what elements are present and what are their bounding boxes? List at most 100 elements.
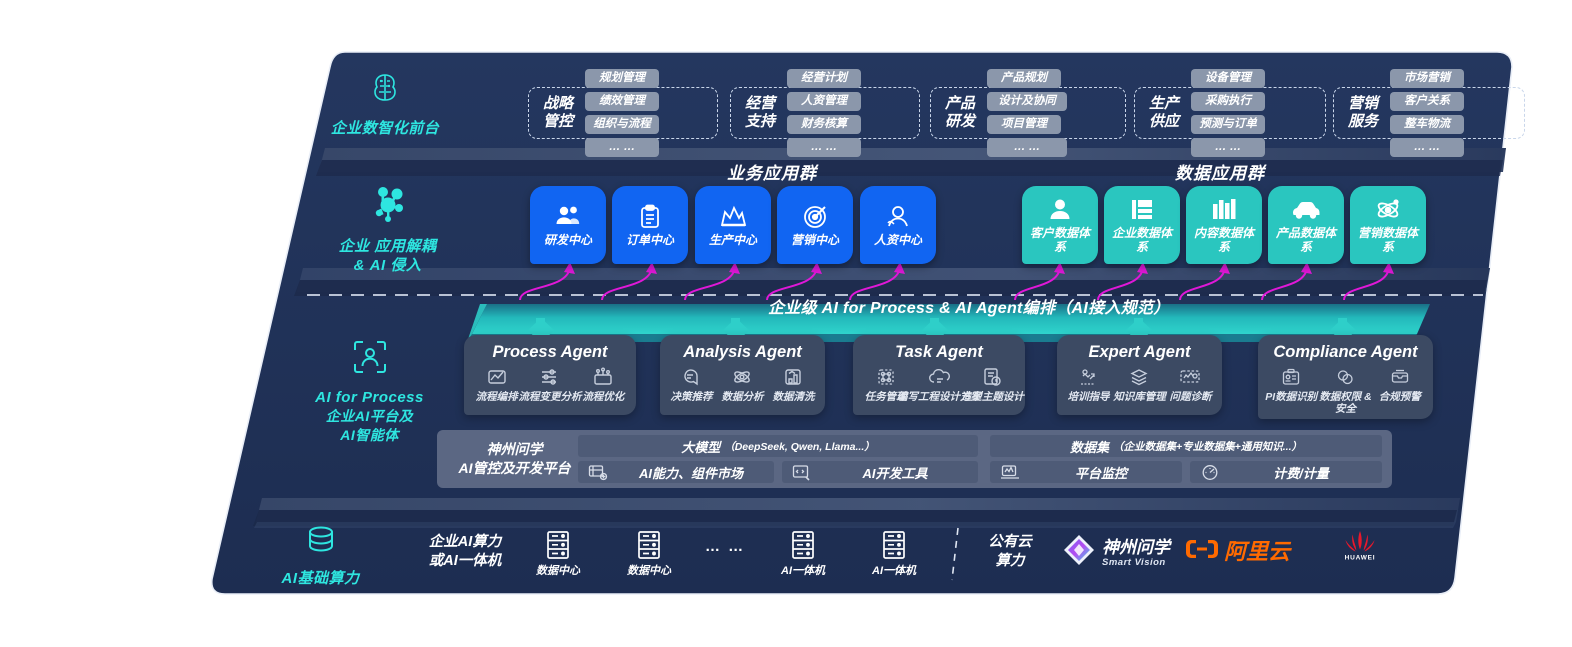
group-chip[interactable]: 设备管理: [1191, 69, 1265, 88]
rail-front-office: 企业数智化前台: [300, 68, 470, 138]
app-card-rnd-center[interactable]: 研发中心: [530, 186, 606, 264]
app-card-label: 营销中心: [790, 233, 839, 247]
factory-icon: [720, 203, 747, 229]
group-chip[interactable]: 项目管理: [987, 115, 1061, 134]
app-card-order-center[interactable]: 订单中心: [612, 186, 688, 264]
data-card-product[interactable]: 产品数据体系: [1268, 186, 1344, 264]
agent-card-expert[interactable]: Expert Agent 培训指导 知识库管理: [1057, 335, 1222, 415]
group-chip[interactable]: 经营计划: [787, 69, 861, 88]
agent-item[interactable]: 流程编排: [470, 366, 523, 403]
data-card-enterprise[interactable]: 企业数据体系: [1104, 186, 1180, 264]
infra-ellipsis: … …: [705, 538, 746, 555]
smartvision-logo: [1062, 533, 1096, 572]
agent-item[interactable]: 造型主题设计: [961, 366, 1024, 403]
infra-node[interactable]: 数据中心: [522, 528, 594, 578]
rail-ai-compute: AI基础算力: [248, 524, 393, 588]
rail-label-line1: 企业 应用解耦: [338, 238, 437, 255]
platform-ai-market-bar[interactable]: AI能力、组件市场: [578, 461, 774, 483]
rail-label-line2: 企业AI平台及: [325, 408, 414, 424]
platform-devtools-bar[interactable]: AI开发工具: [782, 461, 978, 483]
user-icon: [1048, 196, 1072, 222]
data-card-content[interactable]: 内容数据体系: [1186, 186, 1262, 264]
agent-item[interactable]: PI数据识别: [1264, 366, 1318, 403]
group-chip[interactable]: 组织与流程: [585, 115, 659, 134]
infra-node[interactable]: 数据中心: [613, 528, 685, 578]
vendor-aliyun[interactable]: 阿里云: [1185, 538, 1315, 565]
target-icon: [803, 203, 828, 229]
agent-title: Analysis Agent: [683, 343, 802, 361]
group-chip[interactable]: 设计及协同: [987, 92, 1067, 111]
platform-devtools-label: AI开发工具: [862, 465, 928, 481]
rail-label: 企业数智化前台: [330, 120, 440, 137]
infra-node[interactable]: AI一体机: [858, 528, 930, 578]
aliyun-logo: [1185, 538, 1219, 565]
platform-monitor-label: 平台监控: [1074, 465, 1127, 481]
domain-group-rnd[interactable]: 产品 研发 产品规划 设计及协同 项目管理 … …: [930, 69, 1126, 157]
group-chip[interactable]: 绩效管理: [585, 92, 659, 111]
group-chip[interactable]: 整车物流: [1390, 115, 1464, 134]
agent-item[interactable]: 决策推荐: [666, 366, 716, 403]
platform-dataset-bar[interactable]: 数据集 （企业数据集+专业数据集+通用知识...）: [990, 435, 1382, 457]
agent-item[interactable]: 合规预警: [1373, 366, 1427, 403]
platform-llm-bar[interactable]: 大模型 （DeepSeek, Qwen, Llama...）: [578, 435, 978, 457]
agent-item-label: 流程变更分析: [518, 391, 582, 403]
agent-card-analysis[interactable]: Analysis Agent 决策推荐 数据分析: [660, 335, 825, 415]
agent-item[interactable]: 任务管理: [859, 366, 912, 403]
group-chip[interactable]: … …: [585, 138, 659, 157]
group-chip[interactable]: … …: [1390, 138, 1464, 157]
agent-item[interactable]: 问题诊断: [1165, 366, 1215, 403]
app-card-label: 研发中心: [543, 233, 592, 247]
agent-item-label: 流程优化: [582, 391, 625, 403]
agent-item[interactable]: 数据分析: [717, 366, 767, 403]
domain-group-operations[interactable]: 经营 支持 经营计划 人资管理 财务核算 … …: [730, 69, 920, 157]
infra-node[interactable]: AI一体机: [767, 528, 839, 578]
group-chip[interactable]: 市场营销: [1390, 69, 1464, 88]
group-name: 营销 服务: [1347, 95, 1378, 130]
monitor-icon: [1000, 464, 1020, 481]
data-card-label: 客户数据体系: [1029, 226, 1090, 254]
agent-item[interactable]: 知识库管理: [1113, 366, 1166, 403]
agent-item[interactable]: 培训指导: [1063, 366, 1113, 403]
agent-item[interactable]: 数据清洗: [768, 366, 818, 403]
person-chart-icon: [885, 203, 911, 229]
app-card-marketing-center[interactable]: 营销中心: [777, 186, 853, 264]
data-card-marketing[interactable]: 营销数据体系: [1350, 186, 1426, 264]
group-chip[interactable]: 产品规划: [987, 69, 1061, 88]
group-chip[interactable]: 财务核算: [787, 115, 861, 134]
group-chip[interactable]: 客户关系: [1390, 92, 1464, 111]
group-chip[interactable]: 规划管理: [585, 69, 659, 88]
group-chip[interactable]: … …: [787, 138, 861, 157]
group-chip[interactable]: … …: [1191, 138, 1265, 157]
platform-billing-bar[interactable]: 计费/计量: [1190, 461, 1382, 483]
app-card-hr-center[interactable]: 人资中心: [860, 186, 936, 264]
rail-ai-for-process: AI for Process 企业AI平台及 AI智能体: [282, 337, 457, 445]
agent-item[interactable]: 数据权限 & 安全: [1319, 366, 1373, 415]
agent-item[interactable]: 编写工程设计方案: [897, 366, 981, 403]
platform-monitor-bar[interactable]: 平台监控: [990, 461, 1182, 483]
group-name: 经营 支持: [744, 95, 775, 130]
agent-title: Compliance Agent: [1273, 343, 1418, 361]
data-card-customer[interactable]: 客户数据体系: [1022, 186, 1098, 264]
group-chip[interactable]: 预测与订单: [1191, 115, 1265, 134]
server-icon: [767, 528, 839, 562]
atom-icon: [1376, 196, 1401, 222]
vendor-huawei[interactable]: HUAWEI: [1315, 528, 1405, 567]
agent-card-task[interactable]: Task Agent 任务管理 编写工程设计方案: [853, 335, 1025, 415]
agent-card-process[interactable]: Process Agent 流程编排 流程变更分析: [464, 335, 636, 415]
server-icon: [613, 528, 685, 562]
group-chip[interactable]: 人资管理: [787, 92, 861, 111]
agent-item-label: 问题诊断: [1169, 391, 1212, 403]
group-chip[interactable]: … …: [987, 138, 1067, 157]
users-icon: [555, 203, 581, 229]
agent-title: Expert Agent: [1088, 343, 1191, 361]
agent-item[interactable]: 流程优化: [577, 366, 630, 403]
group-chip[interactable]: 采购执行: [1191, 92, 1265, 111]
domain-group-marketing[interactable]: 营销 服务 市场营销 客户关系 整车物流 … …: [1333, 69, 1525, 157]
agent-card-compliance[interactable]: Compliance Agent PI数据识别 数据权限 & 安全: [1258, 335, 1433, 419]
agent-item-label: 数据清洗: [772, 391, 815, 403]
domain-group-supply[interactable]: 生产 供应 设备管理 采购执行 预测与订单 … …: [1134, 69, 1326, 157]
agent-item[interactable]: 流程变更分析: [519, 366, 582, 403]
domain-group-strategy[interactable]: 战略 管控 规划管理 绩效管理 组织与流程 … …: [528, 69, 718, 157]
app-card-production-center[interactable]: 生产中心: [695, 186, 771, 264]
vendor-smartvision[interactable]: 神州问学 Smart Vision: [1062, 533, 1192, 572]
